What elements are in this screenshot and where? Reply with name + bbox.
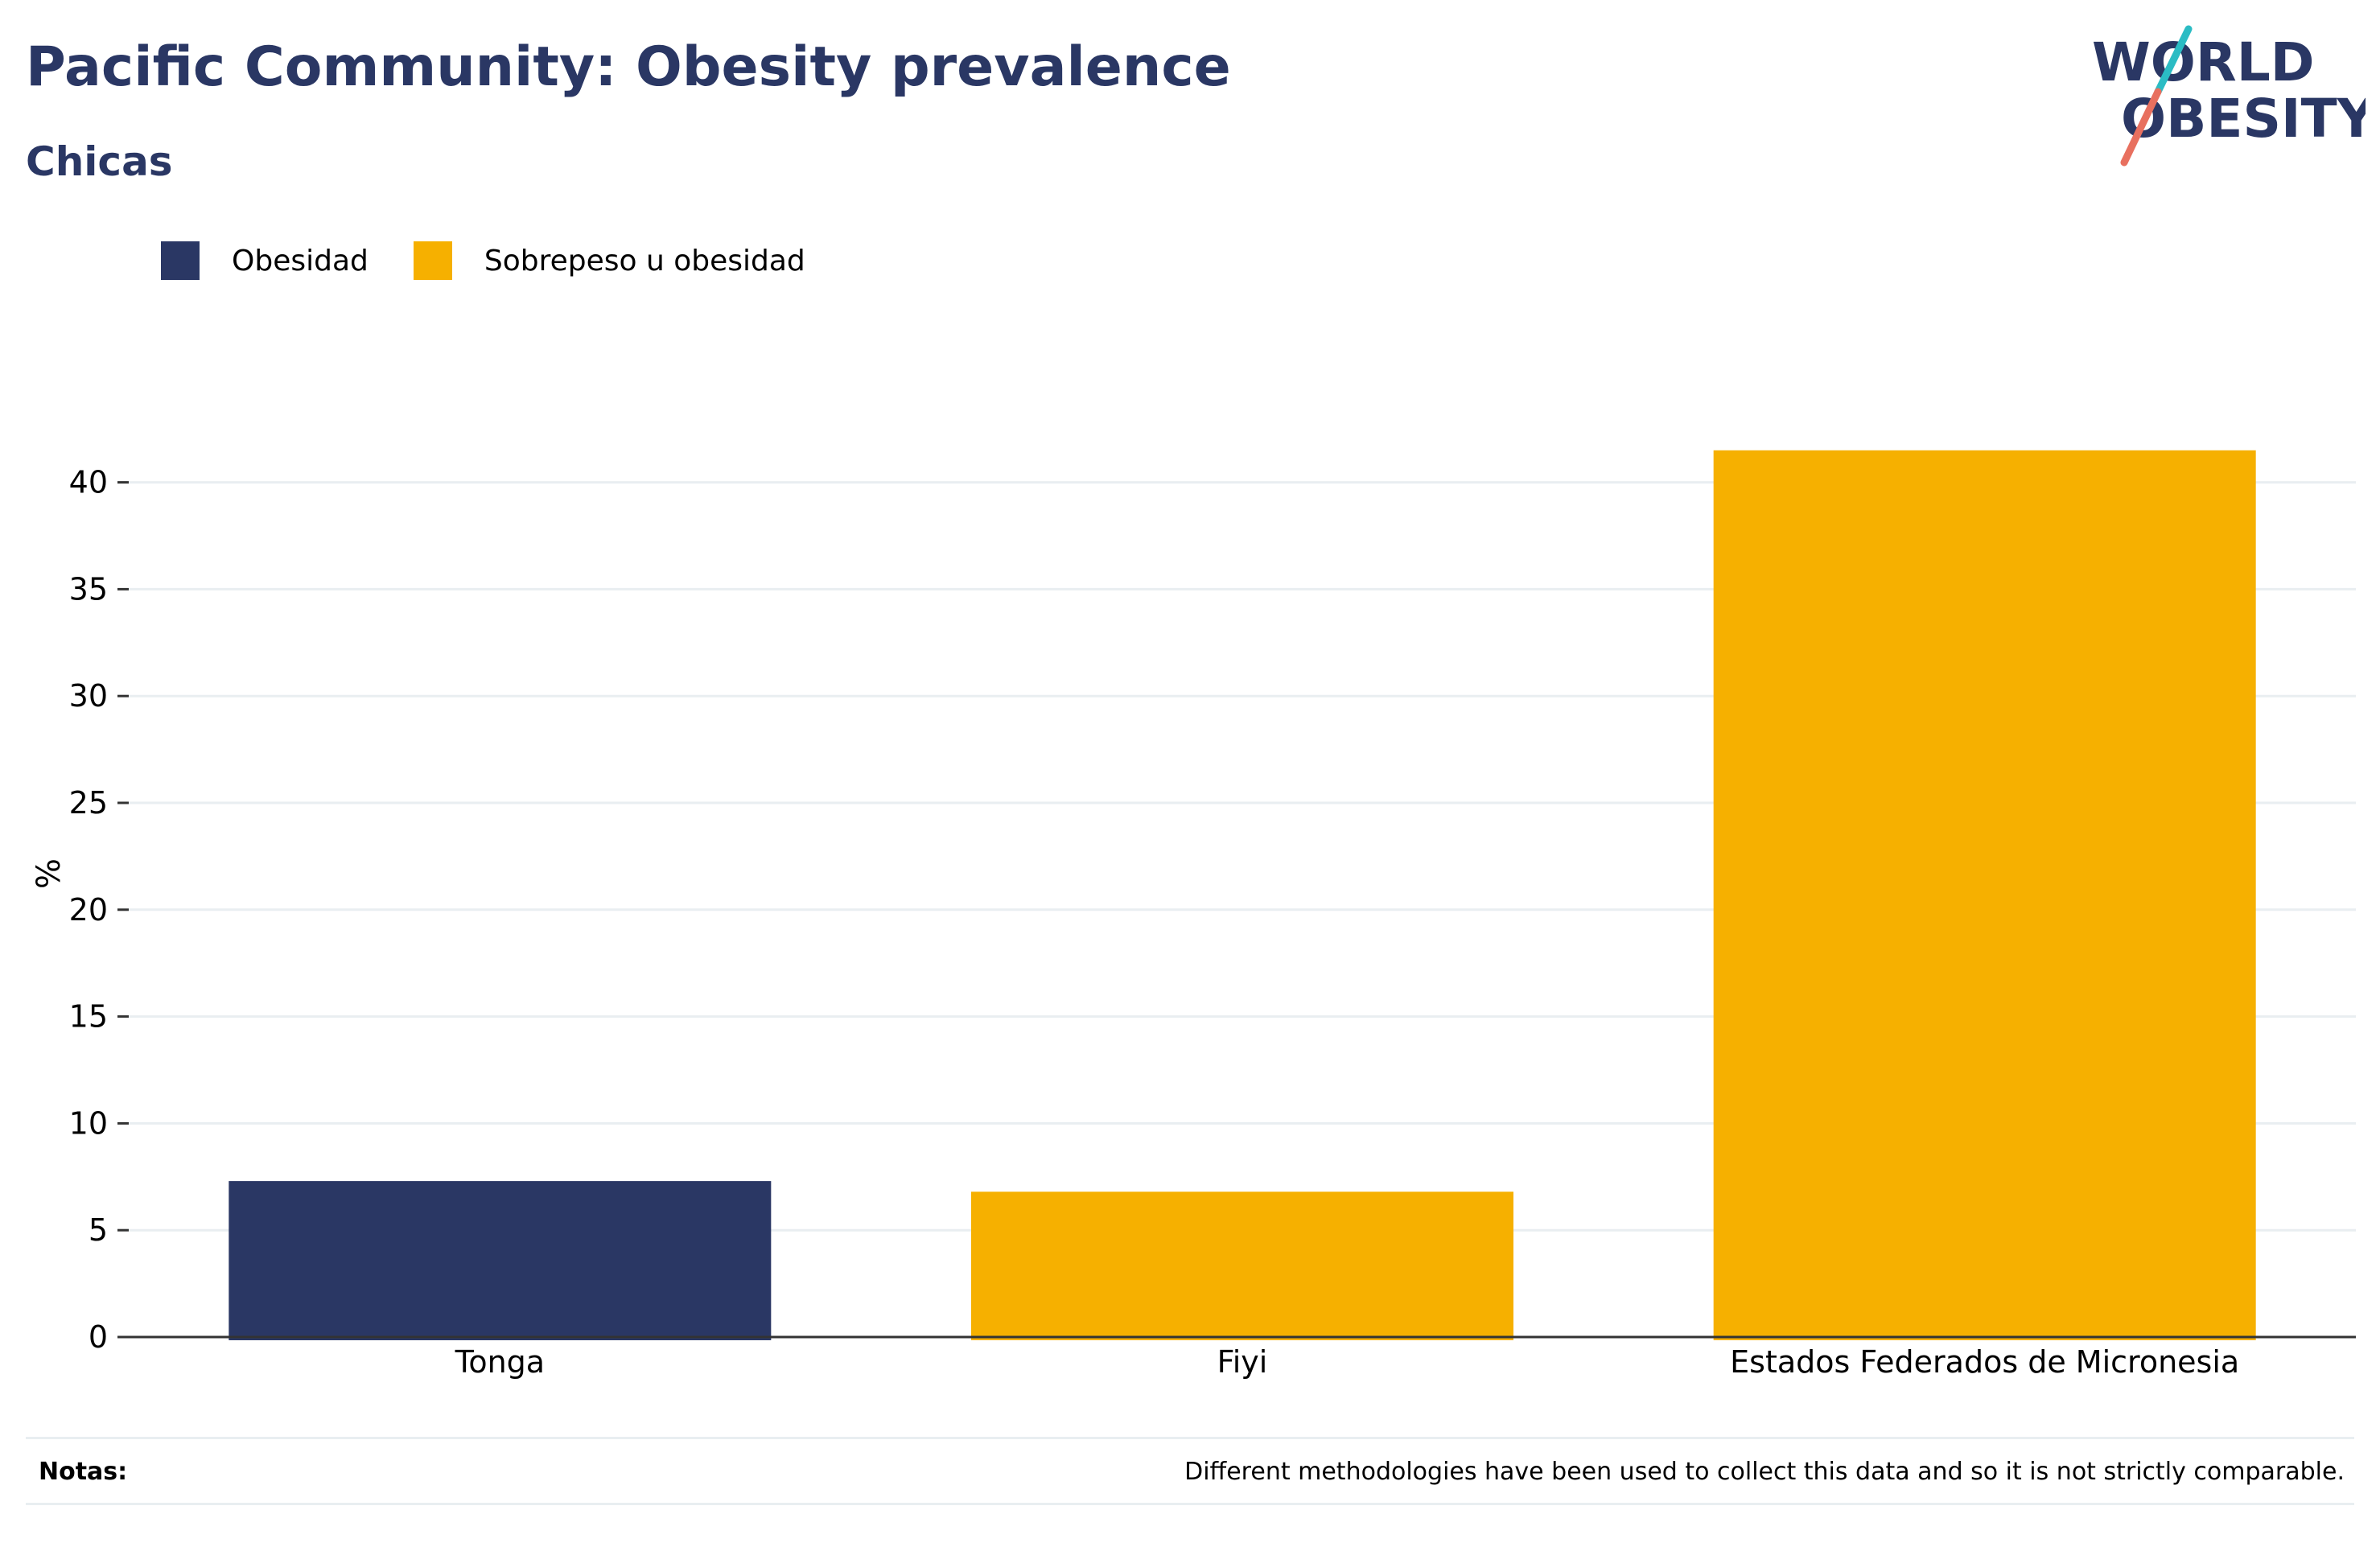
bar-estados-federados-de-micronesia[interactable] xyxy=(1713,450,2256,1340)
notes-label: Notas: xyxy=(39,1458,128,1486)
notes-divider-top xyxy=(26,1437,2354,1439)
chart-subtitle: Chicas xyxy=(26,138,173,185)
legend-swatch-obesidad xyxy=(161,241,200,280)
notes-text: Different methodologies have been used t… xyxy=(1184,1458,2345,1486)
legend-item-obesidad[interactable]: Obesidad xyxy=(161,241,369,280)
bars xyxy=(229,450,2256,1340)
legend-swatch-sobrepeso xyxy=(413,241,452,280)
chart-title: Pacific Community: Obesity prevalence xyxy=(26,35,1231,99)
x-tick-label-estados-federados-de-micronesia: Estados Federados de Micronesia xyxy=(1730,1344,2239,1380)
y-tick-label-30: 30 xyxy=(69,678,108,714)
logo-coral-stroke xyxy=(2120,88,2162,167)
y-tick-label-40: 40 xyxy=(69,465,108,500)
legend-item-sobrepeso[interactable]: Sobrepeso u obesidad xyxy=(413,241,805,280)
logo-line-1: WORLD xyxy=(2092,31,2315,93)
y-tick-label-35: 35 xyxy=(69,571,108,607)
axes: 0 5 10 15 20 25 30 35 40 Tonga Fiyi Estados Federad… xyxy=(69,465,2356,1380)
bar-tonga[interactable] xyxy=(229,1181,772,1340)
x-tick-label-fiyi: Fiyi xyxy=(1217,1344,1268,1380)
y-tick-label-5: 5 xyxy=(89,1212,108,1248)
logo-teal-stroke xyxy=(2154,25,2193,96)
y-tick-label-10: 10 xyxy=(69,1105,108,1141)
legend-label-obesidad: Obesidad xyxy=(232,244,369,278)
bar-fiyi[interactable] xyxy=(971,1191,1513,1340)
legend-label-sobrepeso: Sobrepeso u obesidad xyxy=(484,244,805,278)
y-tick-label-25: 25 xyxy=(69,785,108,821)
chart-legend: Obesidad Sobrepeso u obesidad xyxy=(161,238,850,283)
world-obesity-logo: WORLD OBESITY xyxy=(2092,25,2366,167)
y-tick-label-0: 0 xyxy=(89,1319,108,1355)
y-axis-label: % xyxy=(31,858,68,889)
notes-divider-bottom xyxy=(26,1503,2354,1505)
y-tick-label-20: 20 xyxy=(69,892,108,928)
x-tick-label-tonga: Tonga xyxy=(455,1344,546,1380)
y-tick-label-15: 15 xyxy=(69,999,108,1035)
logo-line-2: OBESITY xyxy=(2121,88,2366,150)
